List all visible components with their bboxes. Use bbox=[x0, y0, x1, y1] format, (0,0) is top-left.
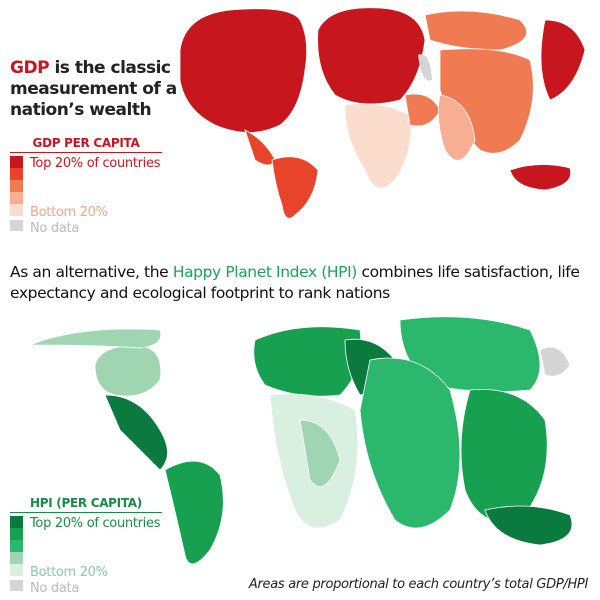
indonesia-region bbox=[484, 505, 573, 546]
central-america-region bbox=[244, 129, 276, 166]
middle-east-region bbox=[404, 93, 441, 127]
south-america-region bbox=[271, 156, 319, 219]
headline-highlight: Happy Planet Index (HPI) bbox=[172, 263, 358, 281]
gdp-legend: GDP PER CAPITA Top 20% of countries Bott… bbox=[10, 136, 162, 246]
gdp-top-label: Top 20% of countries bbox=[30, 156, 161, 171]
hpi-swatch-4 bbox=[10, 552, 23, 564]
hpi-legend-title: HPI (PER CAPITA) bbox=[30, 496, 142, 510]
gdp-cartogram-map bbox=[179, 7, 586, 219]
gdp-legend-divider bbox=[10, 152, 162, 153]
hpi-nodata-label: No data bbox=[30, 581, 79, 596]
gdp-swatch-2 bbox=[10, 168, 23, 180]
australia-region bbox=[509, 164, 572, 191]
north-america-region bbox=[179, 8, 308, 133]
south-america-region bbox=[164, 460, 224, 565]
central-africa-region bbox=[299, 419, 341, 487]
hpi-legend: HPI (PER CAPITA) Top 20% of countries Bo… bbox=[10, 496, 162, 600]
gdp-swatch-5 bbox=[10, 204, 23, 216]
southeast-asia-region bbox=[460, 389, 548, 523]
russia-region bbox=[424, 10, 527, 51]
headline-post: combines life satisfaction, life expecta… bbox=[10, 263, 580, 302]
gdp-intro-rest: is the classic measurement of a nation’s… bbox=[10, 58, 177, 120]
gdp-legend-swatches bbox=[10, 156, 23, 231]
north-america-region bbox=[94, 344, 162, 397]
hpi-headline: As an alternative, the Happy Planet Inde… bbox=[10, 262, 600, 304]
india-region bbox=[437, 94, 476, 161]
hpi-top-label: Top 20% of countries bbox=[30, 516, 161, 531]
hpi-legend-divider bbox=[10, 512, 162, 513]
gdp-swatch-1 bbox=[10, 156, 23, 168]
nodata-region bbox=[418, 54, 432, 81]
canada-region bbox=[29, 328, 162, 349]
gdp-nodata-label: No data bbox=[30, 221, 79, 236]
gdp-swatch-nodata bbox=[10, 220, 23, 231]
headline-pre: As an alternative, the bbox=[10, 263, 173, 281]
india-region bbox=[359, 357, 461, 529]
gdp-bottom-label: Bottom 20% bbox=[30, 205, 108, 220]
hpi-swatch-5 bbox=[10, 564, 23, 576]
gdp-swatch-3 bbox=[10, 180, 23, 192]
hpi-swatch-3 bbox=[10, 540, 23, 552]
gdp-swatch-4 bbox=[10, 192, 23, 204]
hpi-swatch-2 bbox=[10, 528, 23, 540]
hpi-bottom-label: Bottom 20% bbox=[30, 565, 108, 580]
japan-region bbox=[540, 19, 586, 101]
japan-region bbox=[539, 346, 571, 377]
gdp-legend-title: GDP PER CAPITA bbox=[32, 136, 140, 150]
central-america-region bbox=[104, 394, 168, 471]
footnote: Areas are proportional to each country’s… bbox=[248, 577, 588, 592]
hpi-cartogram-map bbox=[29, 316, 573, 565]
africa-region bbox=[344, 103, 412, 189]
gdp-intro-text: GDP is the classic measurement of a nati… bbox=[10, 58, 180, 121]
gdp-highlight: GDP bbox=[10, 58, 50, 78]
hpi-legend-swatches bbox=[10, 516, 23, 591]
hpi-swatch-1 bbox=[10, 516, 23, 528]
europe-region bbox=[253, 326, 362, 397]
hpi-swatch-nodata bbox=[10, 580, 23, 591]
europe-region bbox=[317, 7, 426, 105]
